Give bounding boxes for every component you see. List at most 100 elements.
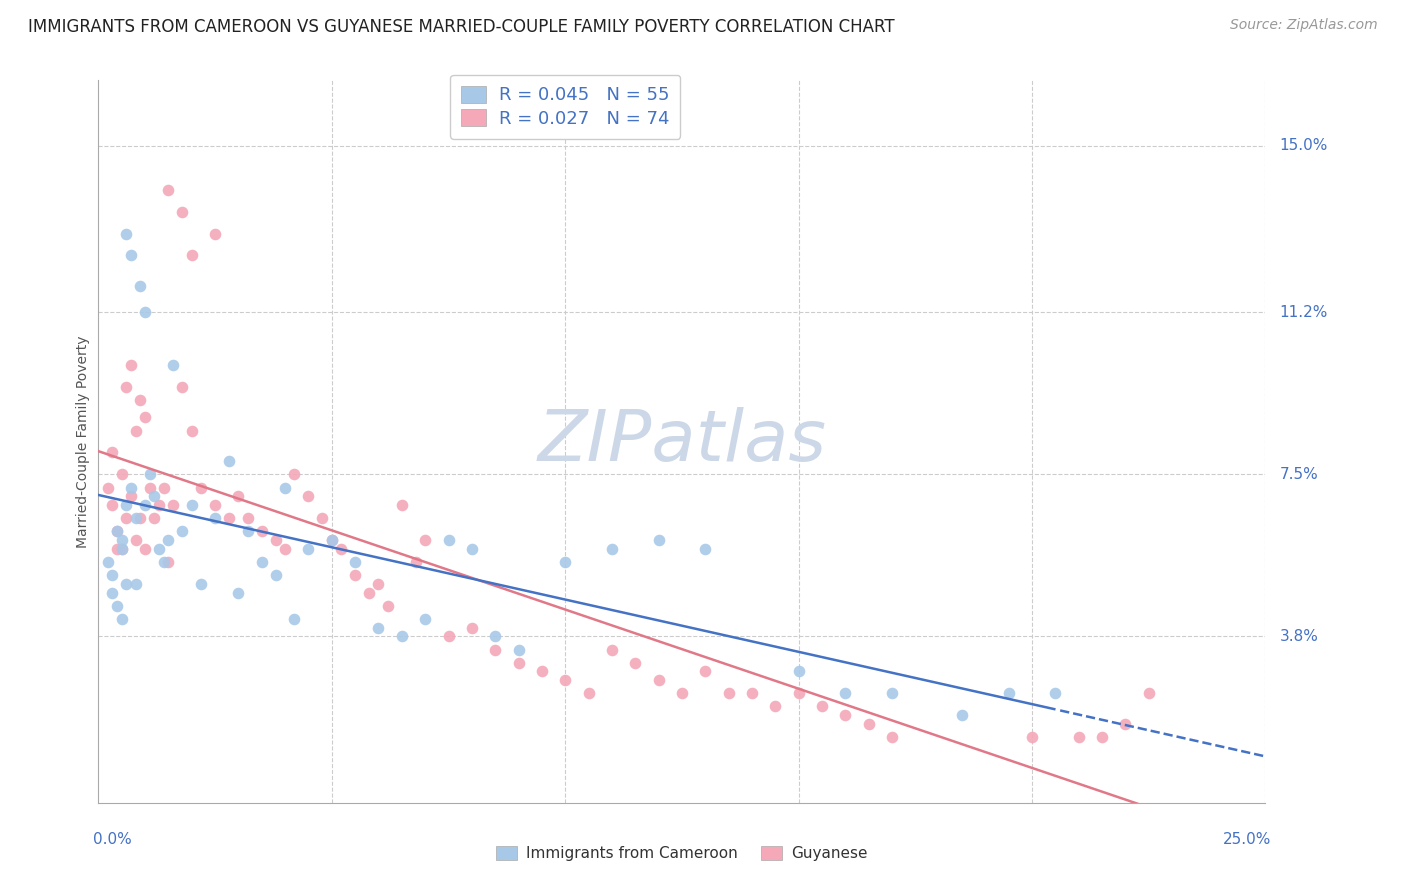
Point xyxy=(120,489,142,503)
Point xyxy=(125,533,148,547)
Point xyxy=(344,555,367,569)
Point xyxy=(204,511,226,525)
Point xyxy=(264,568,287,582)
Point xyxy=(880,686,903,700)
Point xyxy=(111,612,134,626)
Point xyxy=(115,380,138,394)
Point xyxy=(101,568,124,582)
Point xyxy=(120,248,142,262)
Point xyxy=(330,541,353,556)
Point xyxy=(129,279,152,293)
Point xyxy=(763,699,786,714)
Point xyxy=(120,481,142,495)
Y-axis label: Married-Couple Family Poverty: Married-Couple Family Poverty xyxy=(76,335,90,548)
Legend: Immigrants from Cameroon, Guyanese: Immigrants from Cameroon, Guyanese xyxy=(489,839,875,867)
Point xyxy=(125,577,148,591)
Point xyxy=(297,541,319,556)
Point xyxy=(101,585,124,599)
Point xyxy=(236,511,259,525)
Point xyxy=(115,511,138,525)
Point xyxy=(391,498,413,512)
Point xyxy=(111,533,134,547)
Point xyxy=(787,686,810,700)
Point xyxy=(1114,717,1136,731)
Point xyxy=(228,585,250,599)
Point xyxy=(111,467,134,482)
Point xyxy=(367,577,389,591)
Point xyxy=(139,481,162,495)
Point xyxy=(461,621,484,635)
Point xyxy=(157,183,180,197)
Point xyxy=(321,533,343,547)
Point xyxy=(811,699,834,714)
Point xyxy=(283,467,305,482)
Point xyxy=(437,629,460,643)
Text: 25.0%: 25.0% xyxy=(1223,831,1271,847)
Text: ZIPatlas: ZIPatlas xyxy=(537,407,827,476)
Point xyxy=(880,730,903,744)
Point xyxy=(274,481,297,495)
Point xyxy=(143,489,166,503)
Point xyxy=(283,612,305,626)
Point xyxy=(120,358,142,372)
Point xyxy=(377,599,399,613)
Point xyxy=(250,555,273,569)
Point xyxy=(134,541,156,556)
Point xyxy=(228,489,250,503)
Point xyxy=(162,358,184,372)
Point xyxy=(111,541,134,556)
Point xyxy=(134,410,156,425)
Point xyxy=(413,612,436,626)
Point xyxy=(204,498,226,512)
Point xyxy=(134,498,156,512)
Point xyxy=(834,708,856,723)
Point xyxy=(461,541,484,556)
Point xyxy=(250,524,273,539)
Point xyxy=(508,656,530,670)
Text: 3.8%: 3.8% xyxy=(1279,629,1319,644)
Point xyxy=(172,380,194,394)
Text: 0.0%: 0.0% xyxy=(93,831,131,847)
Text: IMMIGRANTS FROM CAMEROON VS GUYANESE MARRIED-COUPLE FAMILY POVERTY CORRELATION C: IMMIGRANTS FROM CAMEROON VS GUYANESE MAR… xyxy=(28,18,894,36)
Point xyxy=(157,533,180,547)
Point xyxy=(105,524,128,539)
Point xyxy=(344,568,367,582)
Point xyxy=(105,599,128,613)
Point xyxy=(129,392,152,407)
Point xyxy=(647,673,669,688)
Point xyxy=(125,424,148,438)
Point xyxy=(115,227,138,241)
Point xyxy=(162,498,184,512)
Point xyxy=(180,498,202,512)
Point xyxy=(148,541,170,556)
Point xyxy=(647,533,669,547)
Point xyxy=(437,533,460,547)
Point xyxy=(624,656,647,670)
Point xyxy=(172,204,194,219)
Point xyxy=(359,585,381,599)
Point xyxy=(367,621,389,635)
Point xyxy=(101,498,124,512)
Point xyxy=(125,511,148,525)
Point xyxy=(413,533,436,547)
Point xyxy=(834,686,856,700)
Point xyxy=(115,498,138,512)
Point xyxy=(111,541,134,556)
Point xyxy=(600,541,623,556)
Point xyxy=(97,481,120,495)
Point xyxy=(484,629,506,643)
Point xyxy=(101,445,124,459)
Point xyxy=(695,665,717,679)
Point xyxy=(484,642,506,657)
Point xyxy=(143,511,166,525)
Point xyxy=(218,454,240,468)
Point xyxy=(508,642,530,657)
Point xyxy=(530,665,553,679)
Point xyxy=(264,533,287,547)
Point xyxy=(236,524,259,539)
Point xyxy=(1021,730,1043,744)
Point xyxy=(190,481,212,495)
Point xyxy=(105,541,128,556)
Point xyxy=(297,489,319,503)
Point xyxy=(787,665,810,679)
